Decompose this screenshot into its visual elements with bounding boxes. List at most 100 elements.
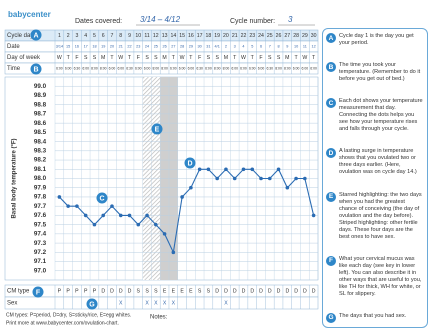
cell-text: T (233, 55, 237, 61)
temperature-dot (154, 222, 158, 227)
temperature-dot (267, 176, 272, 181)
cell-text: 27 (284, 33, 290, 39)
notes-label: Notes: (150, 315, 168, 321)
cell-text: D (268, 288, 272, 294)
cell-text: T (67, 55, 71, 61)
cell-text: 8:00 (161, 66, 168, 70)
legend-item: B The time you took your temperature. (Re… (326, 62, 424, 83)
cell-text: 29 (302, 33, 308, 39)
footer-link: Print more at www.babycenter.com/ovulati… (6, 320, 119, 326)
cell-text: 24 (258, 33, 264, 39)
temperature-dot (250, 167, 255, 172)
cell-text: 3 (75, 33, 78, 39)
legend-letter: C (326, 98, 336, 109)
cell-text: 15 (66, 45, 70, 49)
cell-text: 16 (75, 45, 79, 49)
row-frame (4, 296, 319, 310)
legend-text: What your cervical mucus was like each d… (339, 255, 422, 297)
cell-text: W (57, 55, 62, 61)
cell-text: F (75, 55, 78, 61)
cell-text: D (250, 288, 254, 294)
cell-text: T (251, 55, 255, 61)
temperature-dot (66, 204, 70, 208)
cell-text: 2 (67, 33, 70, 39)
y-tick-label: 98.5 (34, 129, 47, 136)
logo: babycenter (8, 10, 51, 19)
cell-text: 26 (162, 45, 166, 49)
legend-item: C Each dot shows your temperature measure… (326, 98, 424, 133)
legend-text: The time you took your temperature. (Rem… (339, 62, 421, 83)
cell-text: M (101, 55, 105, 61)
y-tick-label: 97.6 (34, 212, 47, 219)
cell-text: F (198, 55, 201, 61)
row-label: Time (7, 66, 21, 72)
cell-text: 17 (197, 33, 203, 39)
temperature-dot (285, 185, 290, 190)
legend-text: Starred highlighting: the two days when … (339, 191, 422, 240)
cell-text: 5 (251, 45, 253, 49)
temperature-dot (110, 204, 114, 208)
cell-text: 8:00 (214, 66, 221, 70)
cell-text: 6:00 (258, 66, 265, 70)
marker-letter: E (155, 126, 160, 133)
cell-text: 13 (162, 33, 168, 39)
cell-text: 28 (293, 33, 299, 39)
cell-text: 6:00 (188, 66, 195, 70)
y-tick-label: 97.3 (34, 240, 47, 247)
y-tick-label: 97.5 (34, 221, 47, 228)
cell-text: 8:00 (275, 66, 282, 70)
cell-text: 3 (234, 45, 236, 49)
cell-text: T (172, 55, 176, 61)
temperature-dot (232, 176, 237, 181)
temperature-dot (145, 213, 149, 218)
cell-text: 6:00 (249, 66, 256, 70)
cell-text: D (242, 288, 246, 294)
cell-text: T (110, 55, 114, 61)
y-tick-label: 97.0 (34, 267, 47, 274)
cell-text: M (224, 55, 228, 61)
cell-text: 6:00 (240, 66, 247, 70)
cell-text: 5 (93, 33, 96, 39)
cell-text: 6:00 (144, 66, 151, 70)
legend-item: F What your cervical mucus was like each … (326, 255, 424, 298)
cell-text: E (180, 288, 184, 294)
marker-letter: G (89, 301, 95, 308)
cell-text: 19 (214, 33, 220, 39)
temperature-dot (162, 232, 167, 236)
row-label: Date (7, 44, 20, 50)
cell-text: 18 (206, 33, 212, 39)
cell-text: D (119, 288, 123, 294)
cell-text: E (163, 288, 167, 294)
cell-text: 23 (136, 45, 140, 49)
cell-text: D (128, 288, 132, 294)
temperature-dot (259, 176, 263, 181)
cell-text: 8 (277, 45, 279, 49)
legend-text: Cycle day 1 is the day you get your peri… (339, 33, 414, 46)
marker-badge (96, 192, 108, 204)
cell-text: D (224, 288, 228, 294)
cell-text: 21 (232, 33, 238, 39)
y-tick-label: 97.7 (34, 203, 47, 210)
y-tick-label: 99.0 (34, 83, 47, 90)
cell-text: 6:00 (179, 66, 186, 70)
legend-letter: D (326, 148, 336, 159)
cell-text: 24 (145, 45, 149, 49)
cell-text: 6:30 (266, 66, 273, 70)
cycle-label: Cycle number: (230, 18, 275, 25)
cell-text: T (189, 55, 193, 61)
legend-letter: B (326, 62, 336, 73)
cell-text: 31 (206, 45, 210, 49)
cell-text: 15 (179, 33, 185, 39)
cell-text: P (66, 288, 70, 294)
cell-text: E (189, 288, 193, 294)
cell-text: D (303, 288, 307, 294)
cell-text: 6:00 (65, 66, 72, 70)
cell-text: 14 (170, 33, 176, 39)
marker-letter: A (33, 32, 38, 39)
cell-text: S (145, 288, 149, 294)
temperature-dot (83, 213, 88, 218)
legend-item: G The days that you had sex. (326, 312, 424, 323)
legend-letter: F (326, 255, 336, 266)
cell-text: S (215, 55, 219, 61)
